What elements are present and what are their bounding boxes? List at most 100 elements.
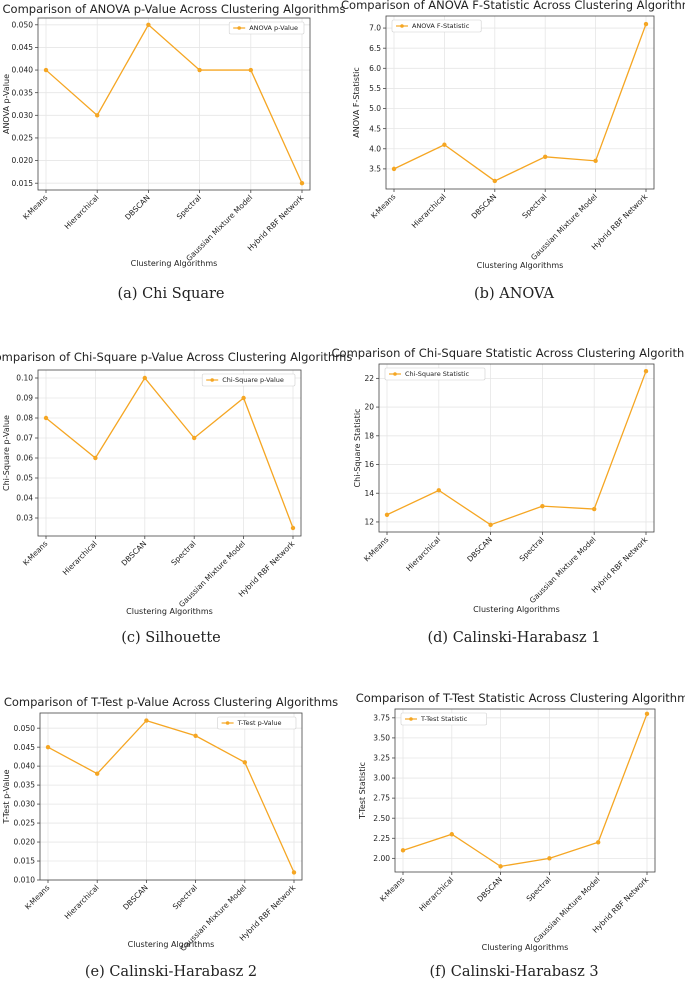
- plot-frame: [378, 363, 655, 533]
- caption-f: (f) Calinski-Harabasz 3: [429, 964, 599, 980]
- data-point-dbscan: [144, 718, 149, 723]
- chart-d: Comparison of Chi-Square Statistic Acros…: [332, 346, 685, 614]
- y-tick-label: 0.040: [12, 66, 34, 75]
- y-axis-label: T-Test p-Value: [2, 769, 11, 824]
- legend-box: [228, 21, 305, 35]
- legend: T-Test Statistic: [400, 712, 487, 726]
- data-point-gaussian-mixture-model: [592, 506, 597, 512]
- x-tick-label-hierarchical: Hierarchical: [417, 875, 455, 913]
- caption-c: (c) Silhouette: [121, 630, 221, 646]
- data-point-hybrid-rbf-network: [299, 181, 305, 186]
- series-line-anova-p-value: [45, 23, 303, 184]
- data-point-hierarchical: [95, 771, 100, 776]
- data-point-hybrid-rbf-network: [291, 870, 297, 875]
- plot-frame: [37, 369, 302, 537]
- x-tick-label-hybrid-rbf-network: Hybrid RBF Network: [237, 539, 297, 599]
- y-tick-label: 3.5: [369, 164, 381, 173]
- x-tick-label-hierarchical: Hierarchical: [63, 193, 101, 231]
- chart-panel-a: Comparison of ANOVA p-Value Across Clust…: [0, 0, 345, 330]
- y-tick-label: 3.00: [373, 774, 390, 783]
- data-point-gaussian-mixture-model: [593, 158, 598, 164]
- x-tick-label-spectral: Spectral: [171, 883, 199, 911]
- y-axis-label: T-Test Statistic: [358, 762, 367, 820]
- legend-label: T-Test Statistic: [420, 715, 468, 723]
- chart-a: Comparison of ANOVA p-Value Across Clust…: [2, 2, 345, 268]
- data-point-k-means: [43, 415, 49, 421]
- plot-frame: [394, 708, 656, 873]
- y-tick-label: 3.75: [373, 713, 390, 722]
- data-point-spectral: [547, 856, 552, 861]
- x-axis-label: Clustering Algorithms: [131, 259, 218, 268]
- chart-title: Comparison of Chi-Square p-Value Across …: [0, 350, 352, 364]
- legend: T-Test p-Value: [217, 716, 297, 730]
- series-line-chi-square-p-value: [45, 376, 294, 529]
- y-tick-label: 0.045: [14, 743, 36, 752]
- data-point-hierarchical: [93, 455, 98, 461]
- chart-b: Comparison of ANOVA F-Statistic Across C…: [341, 0, 685, 270]
- data-point-gaussian-mixture-model: [596, 840, 601, 845]
- y-tick-label: 0.030: [12, 111, 34, 120]
- y-axis-label: Chi-Square Statistic: [353, 409, 362, 488]
- data-point-gaussian-mixture-model: [241, 395, 246, 401]
- chart-title: Comparison of Chi-Square Statistic Acros…: [332, 346, 685, 360]
- x-tick-label-hybrid-rbf-network: Hybrid RBF Network: [246, 193, 306, 253]
- caption-a: (a) Chi Square: [117, 286, 225, 302]
- chart-title: Comparison of T-Test Statistic Across Cl…: [356, 691, 685, 705]
- y-tick-label: 2.50: [373, 814, 390, 823]
- legend-marker: [225, 721, 230, 725]
- legend-box: [201, 373, 296, 387]
- series-line-t-test-statistic: [402, 713, 648, 868]
- x-tick-label-hierarchical: Hierarchical: [410, 192, 448, 230]
- chart-c: Comparison of Chi-Square p-Value Across …: [0, 350, 352, 616]
- data-point-dbscan: [146, 22, 151, 27]
- chart-panel-d: Comparison of Chi-Square Statistic Acros…: [332, 344, 685, 678]
- x-tick-label-k-means: K-Means: [21, 539, 49, 567]
- plot-frame: [37, 17, 311, 191]
- y-axis-label: ANOVA F-Statistic: [352, 67, 361, 137]
- y-tick-label: 0.05: [16, 474, 33, 483]
- x-tick-label-hierarchical: Hierarchical: [61, 539, 99, 577]
- legend-label: Chi-Square p-Value: [222, 376, 284, 384]
- data-point-k-means: [43, 67, 49, 73]
- y-tick-label: 0.015: [12, 179, 34, 188]
- x-tick-label-dbscan: DBSCAN: [120, 539, 149, 568]
- y-tick-label: 16: [364, 460, 374, 469]
- y-tick-label: 6.0: [369, 64, 381, 73]
- x-tick-label-hierarchical: Hierarchical: [404, 535, 442, 573]
- data-point-spectral: [197, 67, 202, 73]
- legend-marker: [210, 378, 214, 382]
- legend-label: Chi-Square Statistic: [405, 370, 470, 378]
- chart-e: Comparison of T-Test p-Value Across Clus…: [2, 695, 338, 953]
- y-tick-label: 2.25: [373, 834, 390, 843]
- y-tick-label: 2.00: [373, 854, 390, 863]
- y-tick-label: 14: [364, 489, 374, 498]
- data-point-spectral: [543, 154, 548, 160]
- y-tick-label: 0.050: [14, 724, 36, 733]
- y-tick-label: 4.5: [369, 124, 381, 133]
- legend-box: [217, 716, 297, 730]
- series-line-t-test-p-value: [47, 719, 295, 873]
- data-point-hybrid-rbf-network: [644, 711, 650, 717]
- x-tick-label-dbscan: DBSCAN: [475, 875, 504, 904]
- x-axis-label: Clustering Algorithms: [477, 261, 564, 270]
- x-axis-label: Clustering Algorithms: [482, 943, 569, 952]
- caption-e: (e) Calinski-Harabasz 2: [84, 964, 258, 980]
- x-tick-label-k-means: K-Means: [21, 193, 49, 221]
- x-tick-label-spectral: Spectral: [520, 192, 548, 220]
- series-line-anova-f-statistic: [393, 23, 647, 182]
- x-tick-label-hybrid-rbf-network: Hybrid RBF Network: [590, 192, 650, 252]
- data-point-k-means: [45, 744, 51, 750]
- legend-label: ANOVA F-Statistic: [412, 22, 470, 30]
- y-tick-label: 7.0: [369, 24, 381, 33]
- y-tick-label: 0.015: [14, 857, 36, 866]
- y-tick-label: 0.06: [16, 454, 33, 463]
- series-line-chi-square-statistic: [386, 370, 647, 526]
- x-tick-label-spectral: Spectral: [169, 539, 197, 567]
- data-point-k-means: [400, 848, 406, 853]
- legend: ANOVA F-Statistic: [391, 19, 482, 33]
- chart-panel-c: Comparison of Chi-Square p-Value Across …: [0, 348, 352, 678]
- legend: Chi-Square Statistic: [384, 367, 486, 381]
- data-point-spectral: [192, 435, 197, 441]
- x-tick-label-k-means: K-Means: [378, 875, 406, 903]
- y-tick-label: 0.045: [12, 43, 34, 52]
